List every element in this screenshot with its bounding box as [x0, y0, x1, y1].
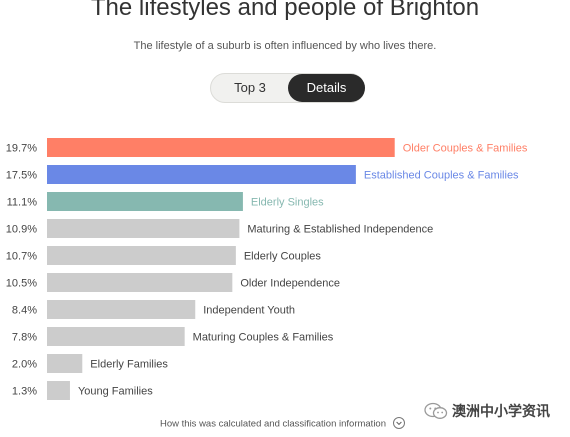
bar-category-label: Maturing & Established Independence: [247, 224, 433, 236]
bar-7: [47, 300, 196, 319]
bar-category-label: Older Independence: [240, 278, 340, 290]
bar-4: [47, 219, 240, 238]
page-subtitle: The lifestyle of a suburb is often influ…: [133, 40, 437, 52]
bar-value-label: 11.1%: [7, 197, 38, 209]
bar-value-label: 7.8%: [12, 332, 37, 344]
bar-category-label: Young Families: [78, 386, 153, 398]
bar-3: [47, 192, 243, 211]
bar-value-label: 8.4%: [12, 305, 37, 317]
bar-category-label: Maturing Couples & Families: [193, 332, 334, 344]
watermark-text: 澳洲中小学资讯: [452, 403, 550, 419]
bar-value-label: 10.5%: [6, 278, 37, 290]
view-toggle: Top 3 Details: [210, 73, 365, 103]
bar-1: [47, 138, 395, 157]
bar-category-label: Independent Youth: [203, 305, 295, 317]
chevron-down-icon[interactable]: [392, 417, 405, 429]
bar-2: [47, 165, 356, 184]
bar-value-label: 1.3%: [12, 386, 37, 398]
lifestyle-bar-chart: 19.7% Older Couples & Families 17.5% Establ…: [6, 138, 528, 400]
bar-category-label: Elderly Families: [90, 359, 168, 371]
bar-category-label: Elderly Couples: [244, 251, 322, 263]
bar-5: [47, 246, 236, 265]
bar-6: [47, 273, 233, 292]
calculation-info-label: How this was calculated and classificati…: [160, 418, 386, 430]
bar-category-label: Older Couples & Families: [403, 143, 528, 155]
bar-10: [47, 381, 70, 400]
bar-9: [47, 354, 83, 373]
bar-value-label: 2.0%: [12, 359, 37, 371]
bar-value-label: 10.7%: [6, 251, 37, 263]
bar-value-label: 17.5%: [6, 170, 37, 182]
calculation-info-link[interactable]: How this was calculated and classificati…: [160, 417, 405, 430]
bar-category-label: Elderly Singles: [251, 197, 324, 209]
toggle-details[interactable]: Details: [288, 74, 365, 102]
bar-value-label: 10.9%: [6, 224, 37, 236]
page-title: The lifestyles and people of Brighton: [90, 0, 480, 21]
toggle-top-3[interactable]: Top 3: [234, 80, 266, 95]
bar-value-label: 19.7%: [6, 143, 37, 155]
bar-category-label: Established Couples & Families: [364, 170, 519, 182]
bar-8: [47, 327, 185, 346]
wechat-icon: [424, 402, 448, 419]
